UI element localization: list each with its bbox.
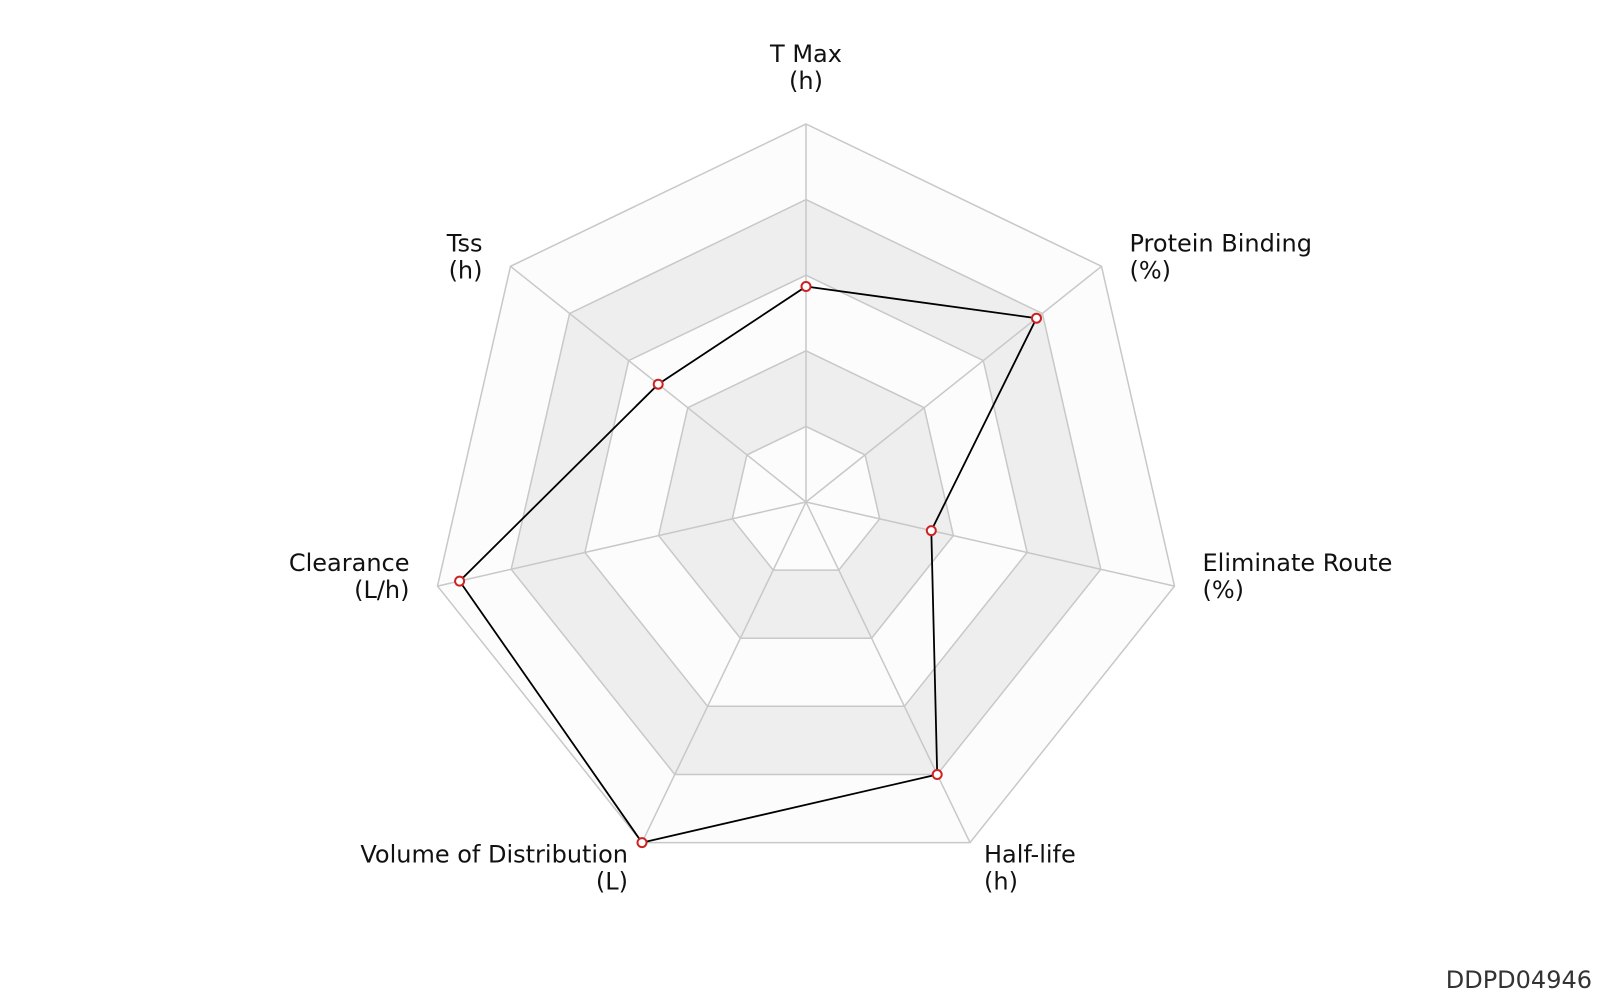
axis-name-1: Protein Binding <box>1130 229 1312 257</box>
axis-name-4: Volume of Distribution <box>360 841 628 869</box>
axis-unit-2: (%) <box>1203 576 1245 604</box>
axis-unit-5: (L/h) <box>354 576 409 604</box>
radar-axis-labels: T Max (h)Protein Binding (%)Eliminate Rout… <box>289 40 1393 896</box>
axis-unit-1: (%) <box>1130 256 1172 284</box>
data-point-6 <box>652 378 664 390</box>
data-point-3 <box>931 769 943 780</box>
spoke-3 <box>805 501 971 843</box>
chart-id-label: DDPD04946 <box>1445 966 1592 994</box>
axis-unit-4: (L) <box>596 868 628 896</box>
spoke-2 <box>805 501 1175 587</box>
radar-series <box>454 281 1042 849</box>
radar-spokes <box>437 124 1175 843</box>
spoke-5 <box>437 501 807 587</box>
data-point-0 <box>800 281 812 292</box>
data-point-2 <box>925 525 937 537</box>
spoke-1 <box>805 265 1102 503</box>
data-point-5 <box>454 575 466 587</box>
series-line <box>458 285 1038 844</box>
data-point-4 <box>636 837 648 849</box>
axis-unit-3: (h) <box>984 868 1018 896</box>
axis-name-0: T Max <box>769 40 842 68</box>
axis-label-2: Eliminate Route (%) <box>1203 549 1393 604</box>
axis-label-6: Tss (h) <box>446 229 483 284</box>
axis-label-0: T Max (h) <box>769 40 842 95</box>
axis-label-1: Protein Binding (%) <box>1130 229 1312 284</box>
axis-name-3: Half-life <box>984 841 1076 869</box>
axis-label-5: Clearance (L/h) <box>289 549 410 604</box>
axis-label-4: Volume of Distribution (L) <box>360 841 628 896</box>
axis-label-3: Half-life (h) <box>984 841 1076 896</box>
axis-name-5: Clearance <box>289 549 410 577</box>
axis-name-2: Eliminate Route <box>1203 549 1393 577</box>
axis-unit-0: (h) <box>789 67 823 95</box>
axis-unit-6: (h) <box>449 256 483 284</box>
data-point-1 <box>1031 312 1042 324</box>
axis-name-6: Tss <box>446 229 483 257</box>
spoke-4 <box>641 501 807 843</box>
